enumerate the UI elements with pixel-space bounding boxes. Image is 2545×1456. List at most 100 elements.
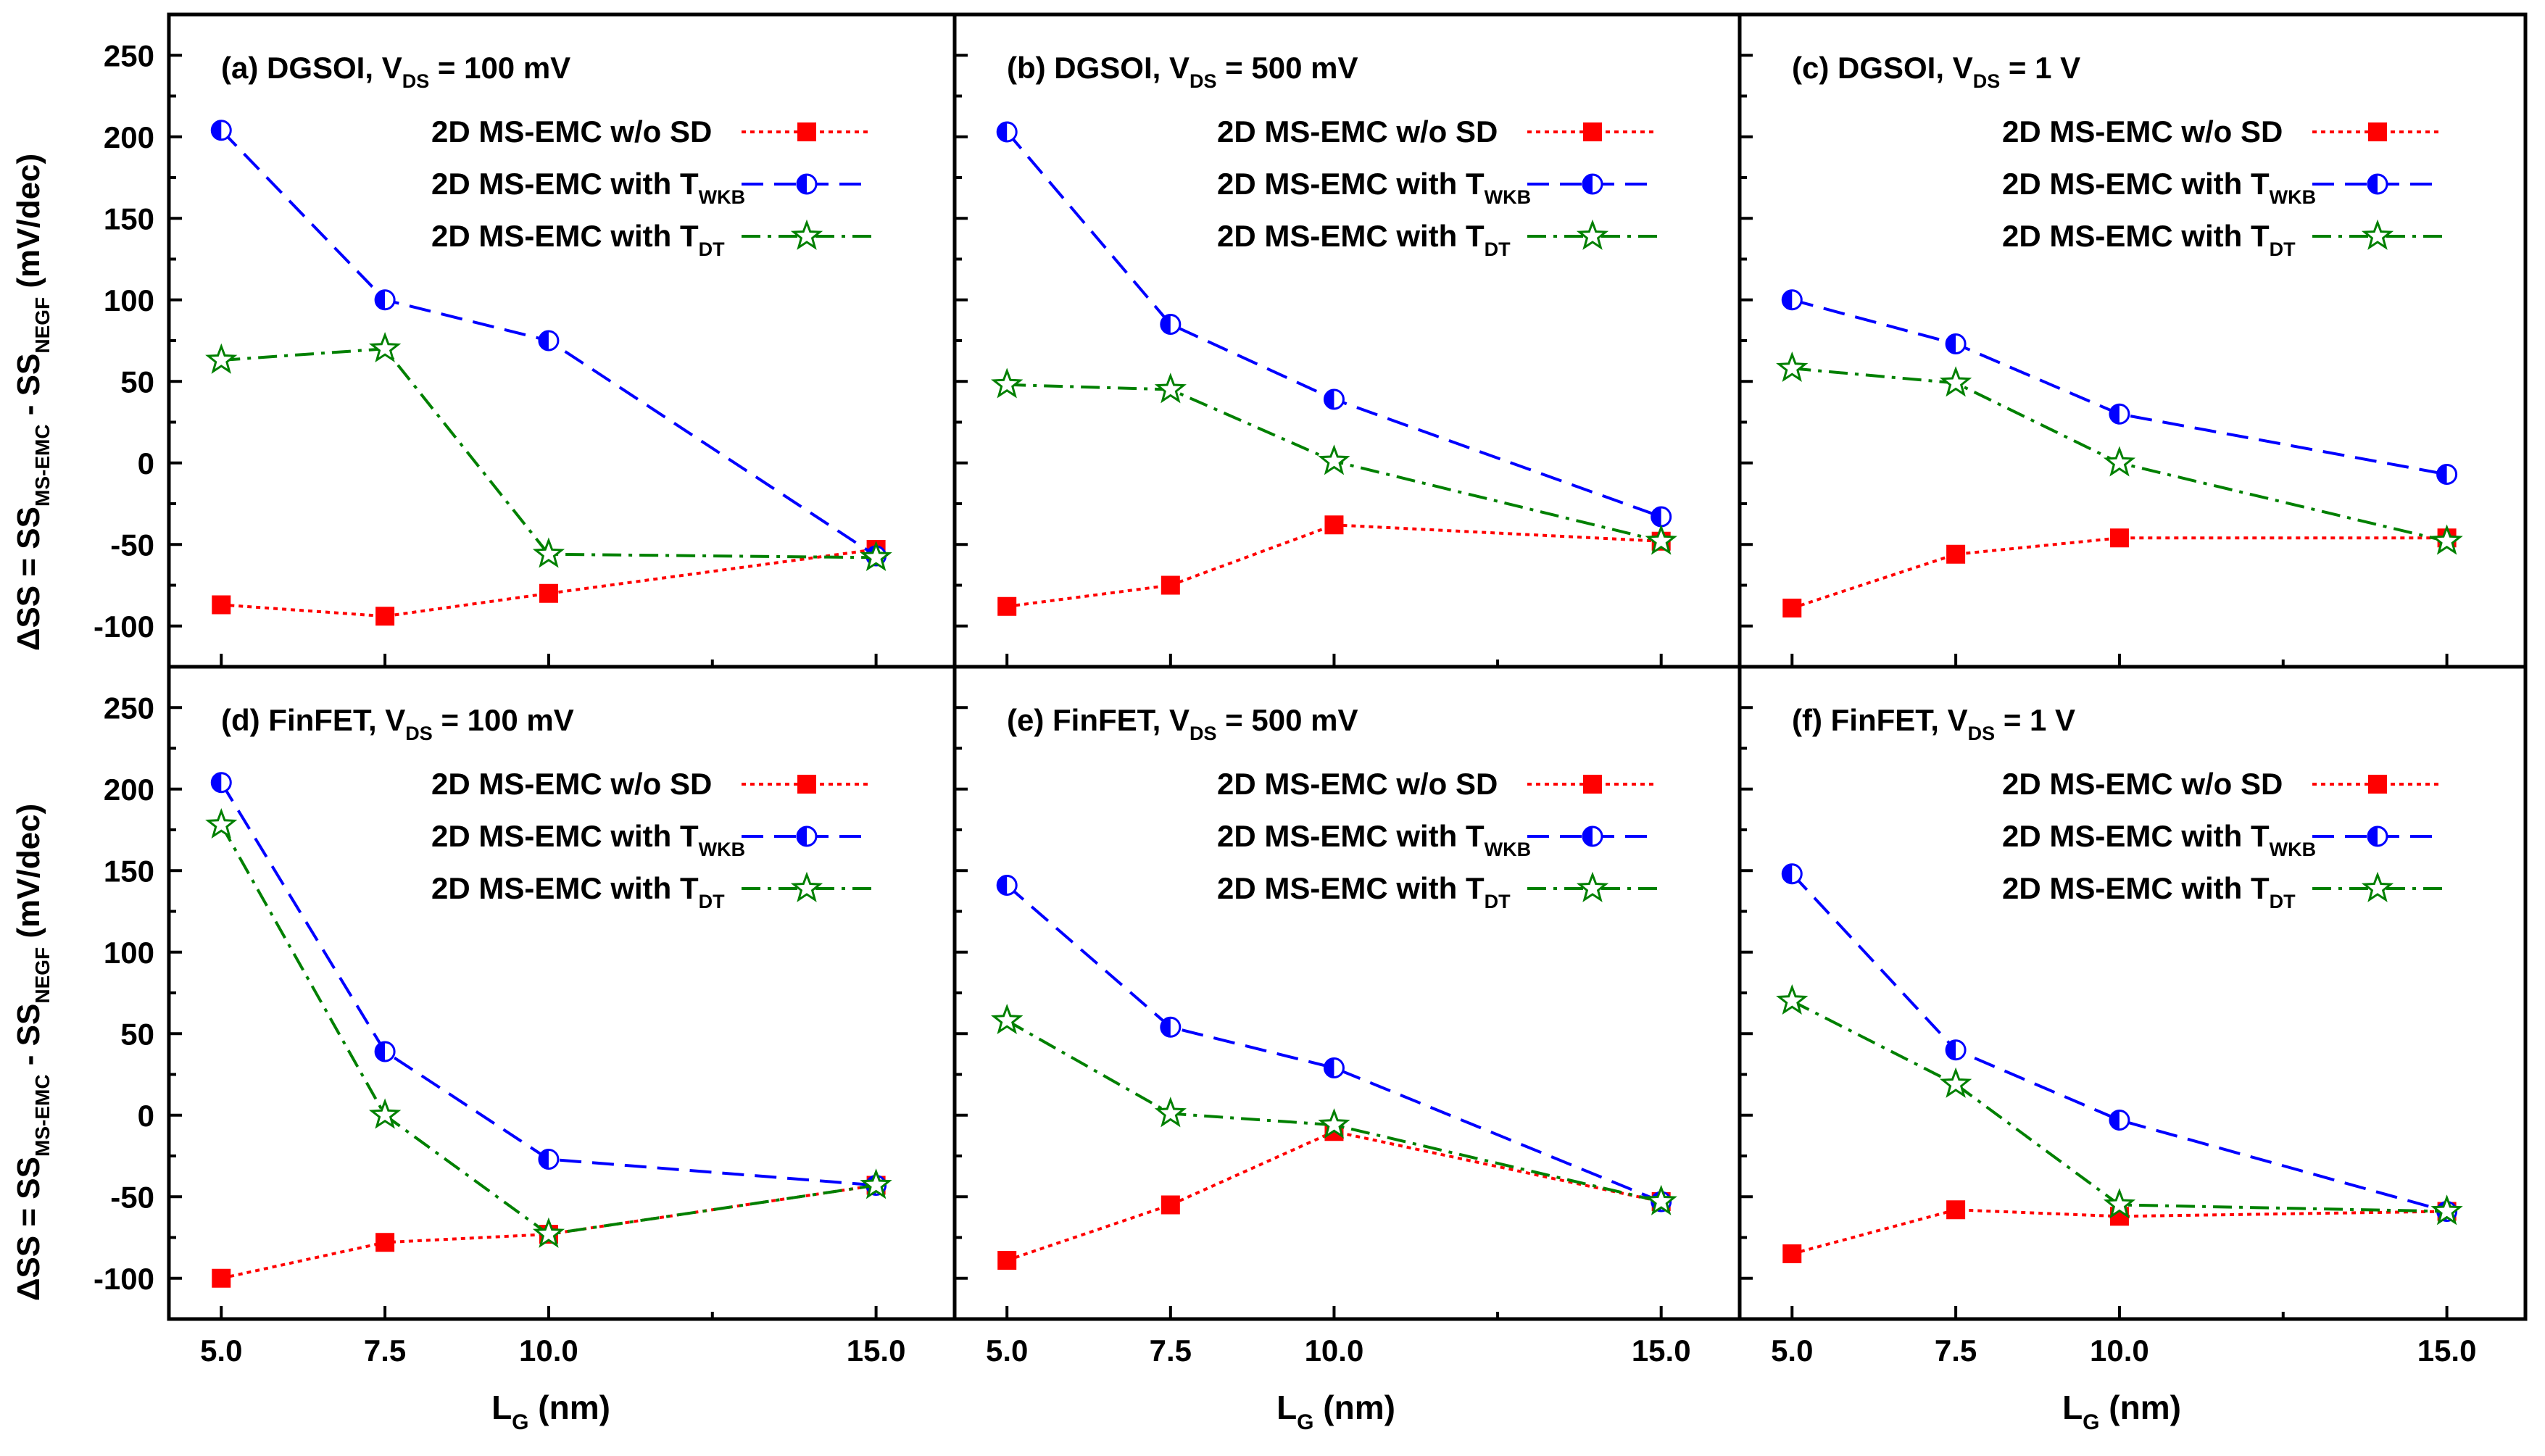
x-tick-label: 7.5 — [1935, 1334, 1977, 1368]
y-axis-label-bottom: ΔSS = SSMS-EMC - SSNEGF (mV/dec) — [11, 804, 54, 1301]
legend-marker-wosd — [2368, 122, 2387, 141]
data-point-dt — [1154, 1097, 1187, 1128]
y-tick-label: 200 — [104, 120, 154, 154]
legend-label-wosd: 2D MS-EMC w/o SD — [431, 115, 712, 149]
data-point-wkb — [1323, 1057, 1345, 1078]
x-axis-label-col1: LG (nm) — [491, 1389, 610, 1434]
data-point-dt — [2103, 1188, 2136, 1219]
panel-title: (e) FinFET, VDS = 500 mV — [1007, 703, 1358, 744]
y-tick-label: -100 — [94, 1262, 154, 1296]
legend-marker-dt — [790, 871, 823, 902]
data-point-wkb — [374, 289, 396, 311]
series-line-wkb — [220, 129, 877, 557]
series-line-dt — [1006, 1019, 1662, 1203]
series-line-dt — [1792, 367, 2448, 543]
series-line-dt — [1791, 999, 2447, 1213]
data-point-wkb — [1651, 506, 1672, 528]
legend-label-wosd: 2D MS-EMC w/o SD — [1217, 767, 1498, 801]
data-point-wosd — [212, 595, 231, 615]
data-point-dt — [2430, 524, 2463, 555]
data-point-dt — [1939, 366, 1972, 397]
data-point-wosd — [1161, 1195, 1180, 1215]
data-point-dt — [368, 1098, 402, 1129]
x-tick-label: 5.0 — [986, 1334, 1028, 1368]
data-point-wkb — [1160, 1016, 1182, 1038]
data-point-wosd — [2109, 528, 2129, 548]
legend-label-wosd: 2D MS-EMC w/o SD — [2002, 767, 2283, 801]
series-line-wosd — [1791, 1208, 2447, 1255]
series-line-dt — [1007, 383, 1662, 543]
data-point-dt — [1645, 1184, 1677, 1215]
legend-label-wkb: 2D MS-EMC with TWKB — [1217, 819, 1531, 860]
data-point-wkb — [210, 772, 232, 794]
panel-title: (c) DGSOI, VDS = 1 V — [1792, 51, 2080, 92]
x-axis-label-col2: LG (nm) — [1276, 1389, 1395, 1434]
panel-title: (d) FinFET, VDS = 100 mV — [221, 703, 574, 744]
x-tick-label: 5.0 — [1771, 1334, 1813, 1368]
legend-label-wkb: 2D MS-EMC with TWKB — [431, 167, 745, 208]
legend-label-wosd: 2D MS-EMC w/o SD — [2002, 115, 2283, 149]
series-line-wkb — [1791, 298, 2447, 476]
legend-marker-dt — [2361, 219, 2394, 250]
data-point-dt — [2103, 446, 2136, 477]
legend-marker-wkb — [1582, 825, 1603, 847]
data-point-wkb — [996, 121, 1018, 143]
series-line-wosd — [220, 1183, 876, 1280]
data-point-wkb — [2109, 403, 2130, 425]
legend-label-dt: 2D MS-EMC with TDT — [2002, 871, 2296, 912]
legend-label-dt: 2D MS-EMC with TDT — [431, 871, 725, 912]
data-point-dt — [2430, 1194, 2463, 1226]
legend-marker-wosd — [797, 122, 816, 141]
legend-label-wkb: 2D MS-EMC with TWKB — [1217, 167, 1531, 208]
x-tick-label: 10.0 — [1305, 1334, 1364, 1368]
legend-marker-wosd — [2368, 775, 2387, 794]
legend-marker-wosd — [1583, 775, 1602, 794]
series-line-wkb — [1005, 130, 1662, 518]
x-tick-label: 7.5 — [1150, 1334, 1192, 1368]
panel-f: 5.0 7.5 10.0 15.0 (f) FinFET, VDS = 1 V 2D MS… — [1738, 665, 2528, 1368]
series-line-wosd — [1006, 1130, 1662, 1262]
series-line-dt — [221, 347, 876, 559]
series-line-wosd — [1791, 536, 2447, 610]
data-point-dt — [1645, 524, 1677, 555]
legend-label-wkb: 2D MS-EMC with TWKB — [2002, 819, 2316, 860]
data-point-wkb — [1323, 388, 1345, 410]
legend-marker-wosd — [1583, 122, 1602, 141]
y-tick-label: 0 — [138, 446, 154, 481]
series-line-wkb — [1005, 883, 1662, 1203]
data-point-wosd — [1782, 1244, 1802, 1263]
series-line-wkb — [1790, 873, 2448, 1213]
y-tick-label: 50 — [120, 1017, 154, 1051]
y-tick-label: 200 — [104, 773, 154, 807]
x-tick-label: 10.0 — [2090, 1334, 2149, 1368]
legend-label-dt: 2D MS-EMC with TDT — [2002, 219, 2296, 260]
legend-marker-wkb — [1582, 173, 1603, 195]
legend-label-dt: 2D MS-EMC with TDT — [1217, 219, 1511, 260]
panel-title: (f) FinFET, VDS = 1 V — [1792, 703, 2075, 744]
y-tick-label: 150 — [104, 201, 154, 236]
legend-marker-dt — [2361, 871, 2394, 902]
data-point-wkb — [1781, 289, 1803, 311]
x-tick-label: 15.0 — [1632, 1334, 1691, 1368]
data-point-dt — [860, 1168, 892, 1199]
series-line-wkb — [220, 781, 876, 1187]
data-point-wosd — [212, 1268, 231, 1288]
data-point-dt — [1776, 351, 1809, 383]
series-line-wosd — [221, 548, 876, 618]
legend-label-dt: 2D MS-EMC with TDT — [1217, 871, 1511, 912]
data-point-wosd — [375, 607, 395, 626]
legend-marker-wkb — [796, 173, 818, 195]
panel-c: (c) DGSOI, VDS = 1 V 2D MS-EMC w/o SD 2D M… — [1738, 12, 2528, 669]
data-point-wkb — [1945, 1039, 1967, 1061]
data-point-wosd — [997, 1251, 1017, 1270]
y-axis-label-top: ΔSS = SSMS-EMC - SSNEGF (mV/dec) — [11, 154, 54, 651]
data-point-dt — [1318, 444, 1350, 475]
x-tick-label: 15.0 — [2417, 1334, 2477, 1368]
data-point-wosd — [1161, 575, 1180, 595]
x-tick-label: 15.0 — [847, 1334, 906, 1368]
series-line-dt — [220, 824, 876, 1236]
legend-marker-wkb — [2367, 825, 2388, 847]
y-tick-label: 100 — [104, 936, 154, 970]
data-point-wkb — [1945, 333, 1967, 354]
